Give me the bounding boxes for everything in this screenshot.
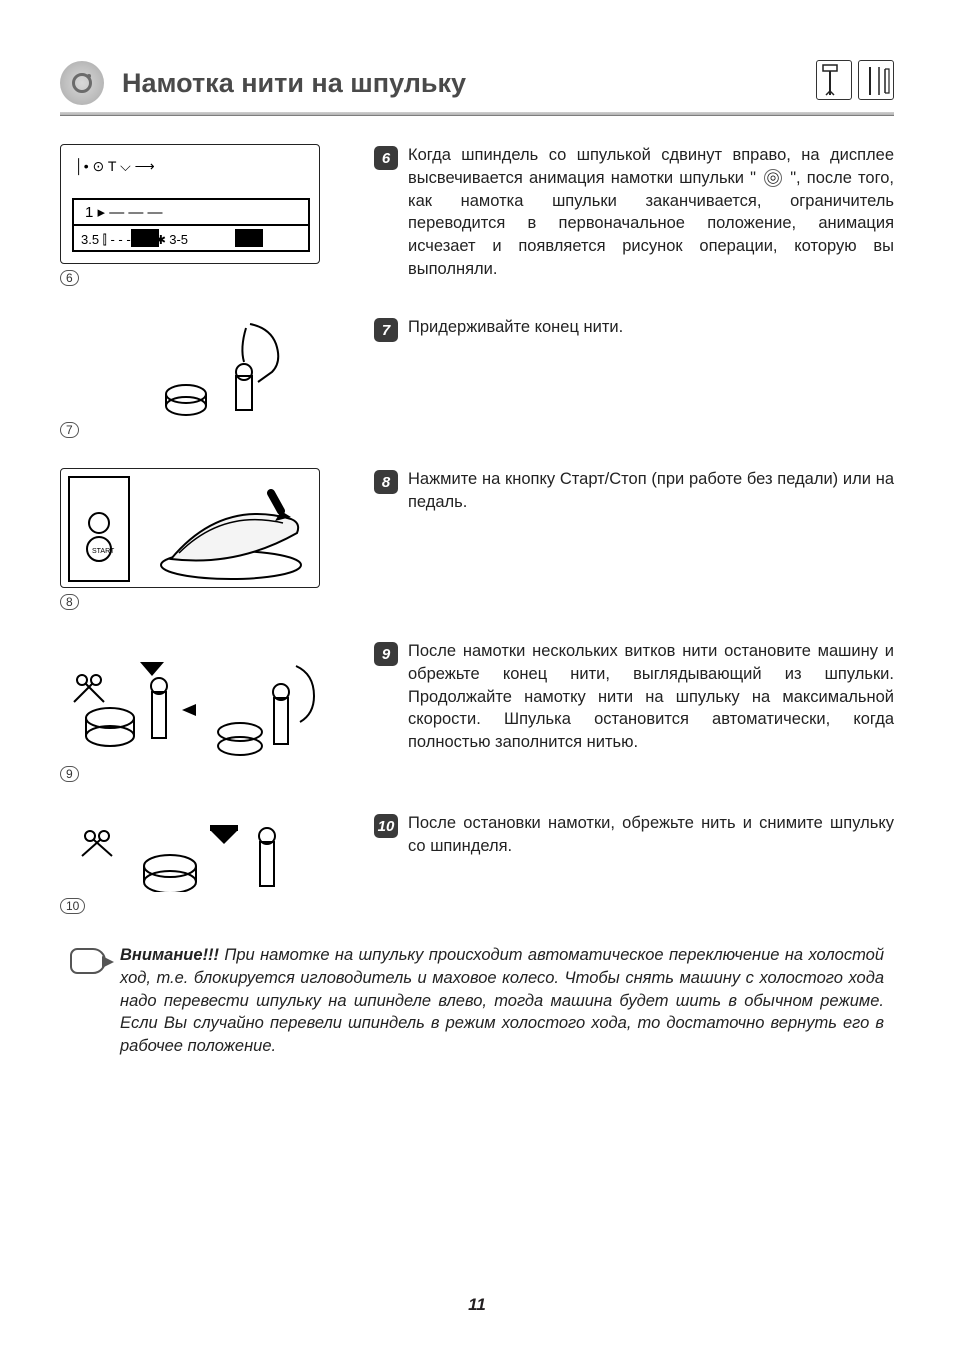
title-underline [60, 112, 894, 116]
step-row: 9 9 После намотки нескольких витков нити… [60, 640, 894, 782]
step-text-col: 10 После остановки намотки, обрежьте нит… [374, 812, 894, 858]
steps-list: │• ⊙ T ⌵ ⟶ 1 ▸ — — — 3.5 ⫿ - - - 2.5 ✱ 3… [60, 144, 894, 914]
figure-number: 7 [60, 422, 79, 438]
figure-number: 9 [60, 766, 79, 782]
manual-page: Намотка нити на шпульку [0, 0, 954, 1349]
step-row: START 8 8 Нажмите на кнопку Старт/Стоп (… [60, 468, 894, 610]
note-text: Внимание!!! При намотке на шпульку проис… [120, 944, 884, 1058]
pointing-hand-icon [70, 948, 106, 974]
step-number-badge: 9 [374, 642, 398, 666]
figure-9-bobbins [60, 640, 320, 760]
step-text: Нажмите на кнопку Старт/Стоп (при работе… [408, 468, 894, 514]
figure-6-lcd: │• ⊙ T ⌵ ⟶ 1 ▸ — — — 3.5 ⫿ - - - 2.5 ✱ 3… [60, 144, 320, 264]
step-number-badge: 8 [374, 470, 398, 494]
section-bullet-icon [60, 61, 104, 105]
attention-note: Внимание!!! При намотке на шпульку проис… [60, 944, 894, 1058]
figure-col: 9 [60, 640, 340, 782]
bobbin-glyph-icon: ◎ [764, 169, 782, 187]
step-row: 7 7 Придерживайте конец нити. [60, 316, 894, 438]
figure-number: 8 [60, 594, 79, 610]
step-number-badge: 10 [374, 814, 398, 838]
presserfoot-icon [816, 60, 852, 100]
page-title: Намотка нити на шпульку [122, 68, 466, 99]
figure-col: 7 [60, 316, 340, 438]
step-number-badge: 6 [374, 146, 398, 170]
note-body: При намотке на шпульку происходит автома… [120, 946, 884, 1055]
step-row: 10 10 После остановки намотки, обрежьте … [60, 812, 894, 914]
svg-text:START: START [92, 548, 115, 555]
figure-8-pedal: START [60, 468, 320, 588]
step-text: После намотки нескольких витков нити ост… [408, 640, 894, 754]
step-text: Придерживайте конец нити. [408, 316, 623, 339]
figure-col: 10 [60, 812, 340, 914]
step-text-col: 7 Придерживайте конец нити. [374, 316, 894, 342]
lcd-mid-row: 1 ▸ — — — [85, 204, 163, 221]
figure-7-hand [140, 316, 320, 416]
figure-10-bobbins [60, 812, 320, 892]
figure-col: │• ⊙ T ⌵ ⟶ 1 ▸ — — — 3.5 ⫿ - - - 2.5 ✱ 3… [60, 144, 340, 286]
step-text-col: 8 Нажмите на кнопку Старт/Стоп (при рабо… [374, 468, 894, 514]
needle-icon [858, 60, 894, 100]
figure-col: START 8 [60, 468, 340, 610]
step-text-col: 6 Когда шпиндель со шпулькой сдвинут впр… [374, 144, 894, 281]
lcd-bottom-row: 3.5 ⫿ - - - 2.5 ✱ 3-5 [81, 232, 188, 247]
header-icon-group [816, 60, 894, 100]
note-lead: Внимание!!! [120, 946, 219, 964]
step-text-col: 9 После намотки нескольких витков нити о… [374, 640, 894, 754]
figure-number: 10 [60, 898, 85, 914]
title-bar: Намотка нити на шпульку [60, 60, 894, 106]
figure-number: 6 [60, 270, 79, 286]
step-text: Когда шпиндель со шпулькой сдвинут вправ… [408, 144, 894, 281]
step-row: │• ⊙ T ⌵ ⟶ 1 ▸ — — — 3.5 ⫿ - - - 2.5 ✱ 3… [60, 144, 894, 286]
page-number: 11 [0, 1295, 954, 1315]
lcd-top-row: │• ⊙ T ⌵ ⟶ [75, 158, 155, 176]
step-number-badge: 7 [374, 318, 398, 342]
step-text: После остановки намотки, обрежьте нить и… [408, 812, 894, 858]
